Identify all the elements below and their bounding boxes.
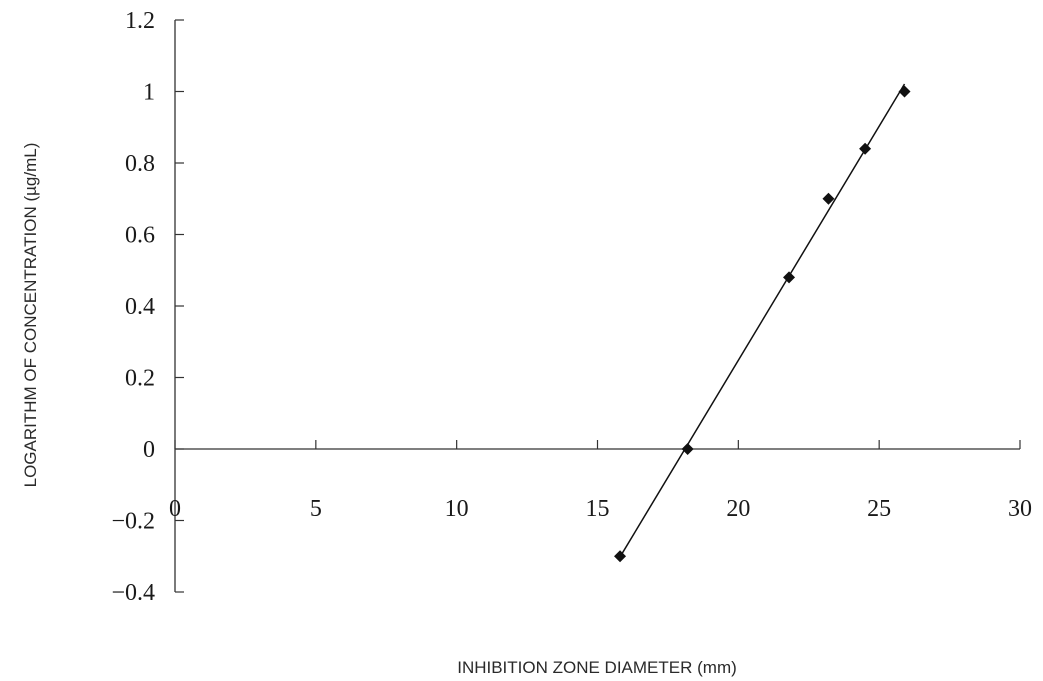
x-tick-label: 15: [586, 496, 610, 522]
trendline: [619, 83, 906, 558]
y-tick-label: 0.6: [125, 223, 155, 249]
data-point: [783, 271, 796, 284]
trendline-group: [619, 83, 906, 558]
y-tick-label: 0.8: [125, 151, 155, 177]
data-point: [859, 142, 872, 155]
y-tick-label: −0.4: [111, 580, 155, 606]
y-tick-label: 0.4: [125, 294, 155, 320]
x-tick-label: 30: [1008, 496, 1032, 522]
x-tick-label: 25: [867, 496, 891, 522]
x-tick-label: 10: [445, 496, 469, 522]
y-tick-label: 1.2: [125, 8, 155, 34]
y-axis-title: LOGARITHM OF CONCENTRATION (µg/mL): [21, 143, 40, 488]
y-tick-label: 0.2: [125, 366, 155, 392]
y-ticks-group: 1.2 1 0.8 0.6 0.4 0.2 0 −0.2 −0.4: [111, 8, 184, 606]
x-axis-title: INHIBITION ZONE DIAMETER (mm): [457, 658, 737, 677]
y-tick-label: 0: [143, 437, 155, 463]
data-point: [681, 443, 694, 455]
data-point: [898, 85, 911, 98]
x-tick-label: 5: [310, 496, 322, 522]
data-points-group: [614, 85, 911, 563]
y-tick-label: 1: [143, 80, 155, 106]
x-ticks-group: 0 5 10 15 20 25 30: [169, 440, 1032, 522]
x-tick-label: 0: [169, 496, 181, 522]
data-point: [822, 192, 835, 205]
x-tick-label: 20: [726, 496, 750, 522]
y-tick-label: −0.2: [111, 509, 155, 535]
data-point: [614, 550, 627, 563]
